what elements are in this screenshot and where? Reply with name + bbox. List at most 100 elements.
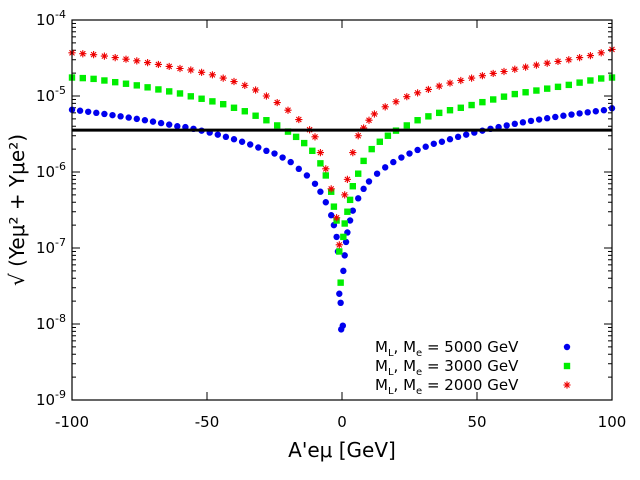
data-point <box>354 132 362 140</box>
data-point <box>340 233 347 241</box>
data-point <box>90 75 97 83</box>
data-point <box>292 133 300 141</box>
data-point <box>414 146 421 154</box>
data-point <box>336 290 343 297</box>
data-point <box>365 178 373 185</box>
data-point <box>522 89 529 96</box>
legend-label: ML, Me = 5000 GeV <box>375 338 519 359</box>
data-point <box>360 124 368 132</box>
data-point <box>398 154 405 161</box>
data-point <box>85 108 92 115</box>
data-point <box>176 90 184 97</box>
data-point <box>222 133 230 141</box>
data-point <box>301 139 308 147</box>
x-tick-label: 0 <box>337 413 347 431</box>
data-point <box>271 150 278 157</box>
data-point <box>309 147 316 155</box>
data-point <box>343 175 351 183</box>
data-point <box>414 89 422 97</box>
data-point <box>262 92 270 100</box>
data-point <box>382 164 389 171</box>
data-point <box>544 85 551 92</box>
data-point <box>489 69 497 78</box>
data-point <box>111 54 119 62</box>
data-point <box>247 141 254 148</box>
data-point <box>349 207 356 214</box>
data-point <box>311 133 319 141</box>
data-point <box>365 116 373 124</box>
data-point <box>468 101 475 109</box>
data-point <box>598 75 605 82</box>
legend-label: ML, Me = 2000 GeV <box>375 376 519 397</box>
data-point <box>527 117 535 125</box>
data-point <box>340 267 347 275</box>
data-point <box>317 160 324 167</box>
data-point <box>263 147 270 155</box>
data-point <box>446 136 454 143</box>
data-point <box>336 248 343 255</box>
x-tick-labels: -100 -50 0 50 100 <box>55 413 626 431</box>
data-point <box>373 170 381 177</box>
data-point <box>500 67 508 76</box>
data-point <box>341 220 348 227</box>
data-point <box>328 212 335 219</box>
data-point <box>478 72 486 80</box>
y-axis-label: √ (Yeμ² + Yμe²) <box>5 134 29 286</box>
data-point <box>174 123 181 130</box>
data-point <box>446 79 454 87</box>
data-point <box>198 68 206 76</box>
data-point <box>403 122 410 129</box>
data-point <box>125 114 132 121</box>
data-point <box>122 55 130 63</box>
data-point <box>392 98 400 106</box>
data-point <box>355 170 362 177</box>
data-point <box>133 115 140 123</box>
data-point <box>511 120 518 128</box>
data-point <box>511 65 519 73</box>
data-series <box>68 45 616 333</box>
data-point <box>490 96 497 103</box>
data-point <box>187 66 195 74</box>
data-point <box>284 106 292 114</box>
data-point <box>93 109 100 117</box>
legend-marker <box>563 343 571 351</box>
data-point <box>479 98 486 106</box>
data-point <box>511 90 518 98</box>
data-point <box>435 82 443 90</box>
legend-marker <box>563 362 571 370</box>
data-point <box>274 122 281 129</box>
data-point <box>182 123 189 131</box>
data-point <box>519 119 527 126</box>
data-point <box>149 118 157 125</box>
data-point <box>543 59 551 67</box>
x-tick-label: 50 <box>467 413 486 431</box>
data-point <box>463 131 470 138</box>
data-point <box>230 77 238 86</box>
data-point <box>230 136 238 143</box>
data-point <box>454 133 462 141</box>
data-point <box>330 203 338 210</box>
data-point <box>79 74 86 82</box>
data-point <box>554 57 562 66</box>
data-point <box>587 77 594 84</box>
y-tick-label: 10-5 <box>36 84 66 105</box>
data-point <box>576 54 584 62</box>
data-point <box>390 158 397 166</box>
y-tick-label: 10-7 <box>36 236 66 257</box>
data-point <box>141 117 149 124</box>
data-point <box>430 140 437 147</box>
x-tick-label: 100 <box>598 413 627 431</box>
data-point <box>333 214 341 222</box>
data-point <box>457 104 464 111</box>
data-point <box>446 107 454 114</box>
data-point <box>241 108 248 115</box>
data-point <box>263 117 270 124</box>
series-0 <box>68 105 616 333</box>
data-point <box>322 172 329 179</box>
data-point <box>370 110 378 118</box>
data-point <box>287 158 294 166</box>
data-point <box>317 188 324 195</box>
data-point <box>209 98 216 105</box>
data-point <box>341 191 349 199</box>
data-point <box>295 115 303 124</box>
